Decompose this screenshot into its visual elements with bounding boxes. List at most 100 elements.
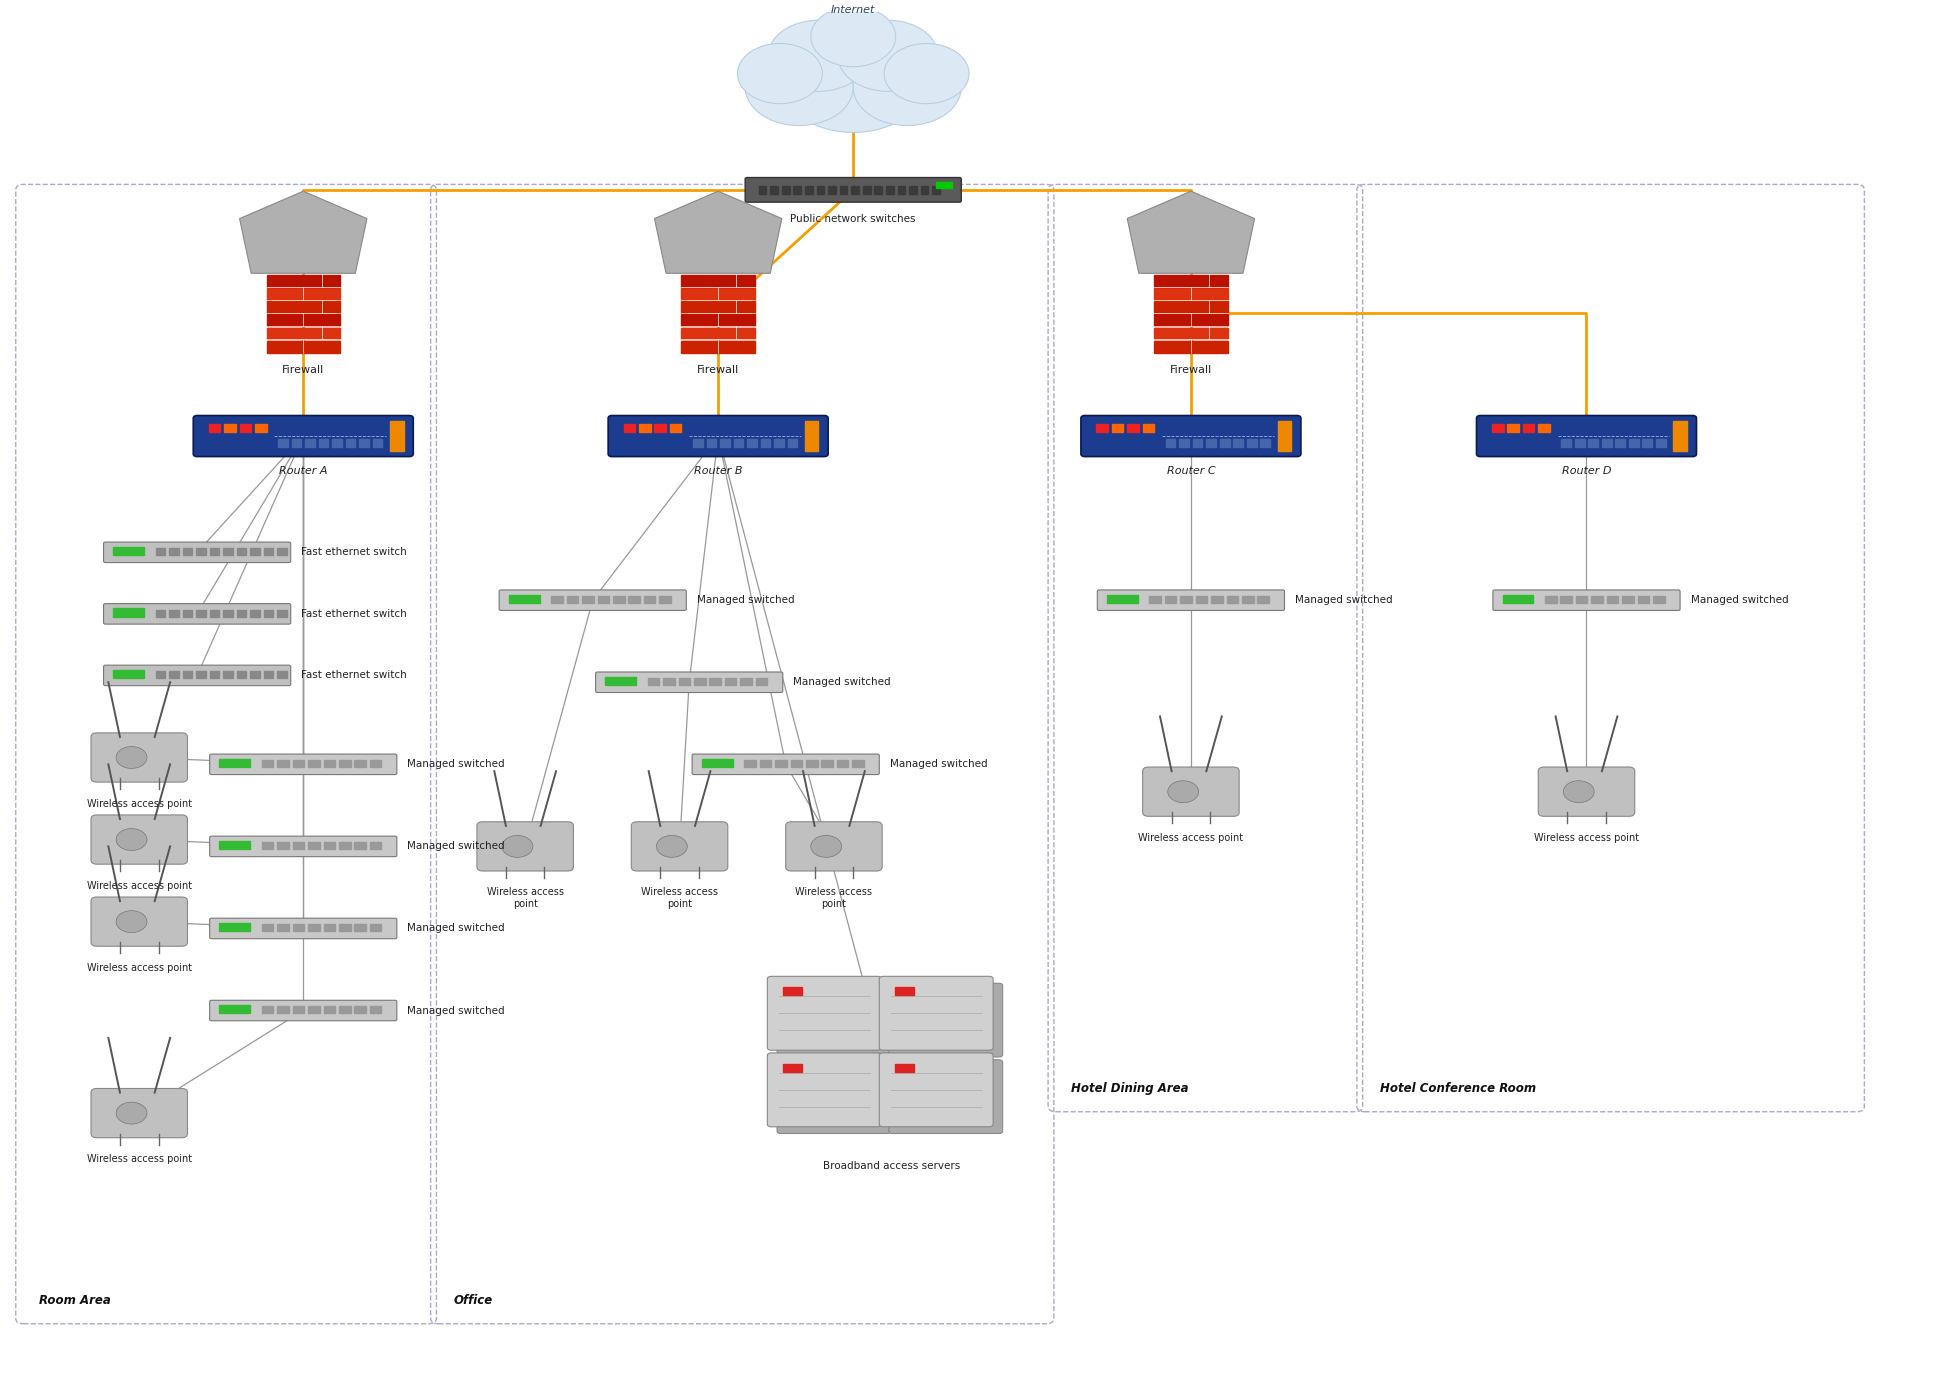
Bar xyxy=(155,610,165,617)
Bar xyxy=(694,439,703,447)
Bar xyxy=(853,760,864,767)
Text: Managed switched: Managed switched xyxy=(407,760,506,770)
FancyBboxPatch shape xyxy=(744,177,961,202)
Bar xyxy=(1205,439,1215,447)
Bar xyxy=(155,548,165,555)
Circle shape xyxy=(116,829,147,851)
Bar xyxy=(196,548,205,555)
Bar xyxy=(219,758,250,767)
Bar xyxy=(169,671,178,678)
Bar xyxy=(223,671,233,678)
FancyBboxPatch shape xyxy=(785,822,882,871)
Bar xyxy=(744,760,756,767)
Bar xyxy=(1560,597,1572,603)
Bar xyxy=(682,314,754,327)
FancyBboxPatch shape xyxy=(595,673,783,692)
Bar xyxy=(262,760,273,767)
Bar xyxy=(682,328,754,339)
Text: Hotel Dining Area: Hotel Dining Area xyxy=(1072,1082,1188,1095)
Bar xyxy=(267,274,339,286)
Bar xyxy=(262,1006,273,1013)
Bar xyxy=(1219,439,1229,447)
Bar xyxy=(304,439,314,447)
Bar xyxy=(682,288,754,300)
FancyBboxPatch shape xyxy=(632,822,729,871)
Bar xyxy=(390,421,403,451)
Bar xyxy=(612,597,624,603)
Bar xyxy=(219,841,250,850)
FancyBboxPatch shape xyxy=(777,1060,891,1133)
Bar xyxy=(169,548,178,555)
Bar xyxy=(895,1064,915,1073)
Bar xyxy=(605,677,636,685)
Bar xyxy=(936,181,952,188)
Bar xyxy=(702,758,733,767)
Bar xyxy=(267,328,339,339)
Bar xyxy=(1165,597,1176,603)
Bar xyxy=(1502,595,1533,603)
Bar xyxy=(822,760,833,767)
Bar xyxy=(1143,424,1155,432)
Text: Public network switches: Public network switches xyxy=(791,215,917,224)
Bar xyxy=(787,439,797,447)
Bar xyxy=(746,439,756,447)
Circle shape xyxy=(810,7,895,66)
Bar xyxy=(1167,439,1176,447)
FancyBboxPatch shape xyxy=(91,734,188,782)
Bar xyxy=(182,610,192,617)
Bar xyxy=(874,185,882,194)
Polygon shape xyxy=(240,191,366,273)
Bar xyxy=(1107,595,1138,603)
Text: Managed switched: Managed switched xyxy=(1690,595,1789,605)
Bar xyxy=(264,671,273,678)
Bar xyxy=(628,597,640,603)
Circle shape xyxy=(744,48,853,126)
FancyBboxPatch shape xyxy=(500,590,686,610)
Bar xyxy=(895,987,915,995)
Text: Firewall: Firewall xyxy=(1171,365,1211,375)
Bar xyxy=(1591,597,1603,603)
Bar xyxy=(182,548,192,555)
Bar xyxy=(277,843,289,850)
Circle shape xyxy=(853,48,961,126)
Text: Office: Office xyxy=(453,1294,492,1308)
FancyBboxPatch shape xyxy=(103,666,291,685)
Bar xyxy=(308,925,320,931)
Bar xyxy=(1233,439,1242,447)
FancyBboxPatch shape xyxy=(880,1053,992,1127)
Bar xyxy=(240,424,252,432)
Bar xyxy=(1180,439,1190,447)
Circle shape xyxy=(767,21,868,91)
Bar xyxy=(256,424,267,432)
Text: Wireless access point: Wireless access point xyxy=(1535,833,1640,843)
Bar xyxy=(1576,597,1587,603)
Bar xyxy=(804,421,818,451)
Bar xyxy=(1227,597,1238,603)
Bar xyxy=(209,671,219,678)
Bar xyxy=(1508,424,1519,432)
Bar xyxy=(1653,597,1665,603)
Bar xyxy=(721,439,731,447)
Bar xyxy=(932,185,940,194)
Bar xyxy=(682,302,754,313)
Text: Router C: Router C xyxy=(1167,466,1215,476)
Bar xyxy=(1630,439,1640,447)
Bar xyxy=(209,610,219,617)
Bar xyxy=(1616,439,1626,447)
Text: Managed switched: Managed switched xyxy=(407,841,506,851)
Bar xyxy=(1589,439,1599,447)
Text: Managed switched: Managed switched xyxy=(698,595,795,605)
Bar xyxy=(886,185,893,194)
Text: Fast ethernet switch: Fast ethernet switch xyxy=(300,670,407,681)
Circle shape xyxy=(884,43,969,104)
FancyBboxPatch shape xyxy=(209,918,397,938)
Text: Fast ethernet switch: Fast ethernet switch xyxy=(300,547,407,558)
Bar xyxy=(909,185,917,194)
Bar xyxy=(581,597,593,603)
Bar xyxy=(355,925,366,931)
Bar xyxy=(663,678,674,685)
Bar xyxy=(707,439,717,447)
FancyBboxPatch shape xyxy=(103,543,291,562)
Bar xyxy=(112,547,143,555)
Bar xyxy=(355,1006,366,1013)
